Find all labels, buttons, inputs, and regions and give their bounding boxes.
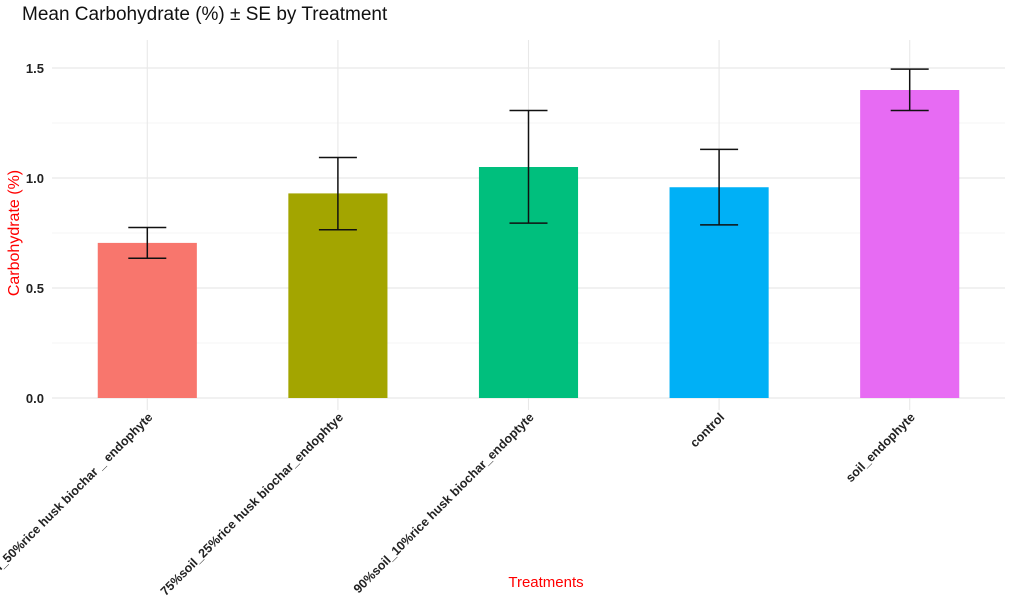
x-tick-label: 90%soil_10%rice husk biochar_endoptyte [351, 410, 537, 596]
error-bars [128, 68, 929, 260]
y-tick-label: 0.0 [26, 391, 44, 406]
error-bar-0 [128, 226, 167, 260]
y-tick-label: 0.5 [26, 281, 44, 296]
error-bar-4 [890, 68, 929, 112]
y-tick-labels: 0.0 0.5 1.0 1.5 [26, 61, 44, 406]
chart-title: Mean Carbohydrate (%) ± SE by Treatment [22, 4, 388, 25]
bar-0 [97, 242, 197, 398]
x-tick-label: 75%soil_25%rice husk biochar_endophtye [158, 410, 346, 598]
error-bar-2 [509, 109, 548, 224]
error-bar-3 [700, 148, 739, 226]
x-tick-label: soil_endophyte [843, 410, 918, 485]
x-tick-labels: 50%soil_50%rice husk biochar _ endophyte… [0, 410, 918, 603]
bar-4 [860, 90, 960, 398]
x-tick-label: control [687, 410, 727, 450]
y-axis-label: Carbohydrate (%) [6, 170, 23, 296]
x-axis-label: Treatments [508, 574, 583, 591]
bars [97, 90, 960, 398]
x-tick-label: 50%soil_50%rice husk biochar _ endophyte [0, 410, 155, 603]
y-tick-label: 1.5 [26, 61, 44, 76]
y-tick-label: 1.0 [26, 171, 44, 186]
error-bar-1 [318, 156, 357, 231]
